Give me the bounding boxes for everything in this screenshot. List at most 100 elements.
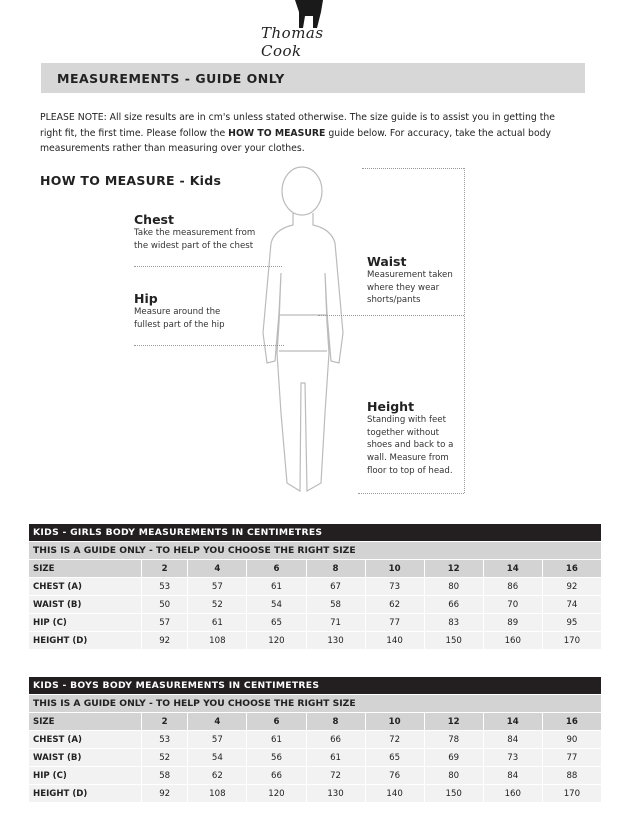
table-cell: 54 xyxy=(246,595,307,614)
table-cell: 76 xyxy=(364,766,425,785)
table-cell: 84 xyxy=(482,766,543,785)
table-cell: 66 xyxy=(305,730,366,749)
table-cell: 67 xyxy=(305,577,366,596)
note-bold: HOW TO MEASURE xyxy=(228,127,326,139)
table-cell: 80 xyxy=(423,577,484,596)
table-cell: 69 xyxy=(423,748,484,767)
table-cell: 108 xyxy=(187,784,248,803)
table-cell: 8 xyxy=(305,559,366,578)
table-cell: 89 xyxy=(482,613,543,632)
page-title-bar: MEASUREMENTS - GUIDE ONLY xyxy=(41,63,585,93)
table-title: KIDS - BOYS BODY MEASUREMENTS IN CENTIME… xyxy=(28,676,602,695)
table-cell: 95 xyxy=(541,613,603,632)
table-cell: 150 xyxy=(423,784,484,803)
row-label: HIP (C) xyxy=(28,766,142,785)
waist-line xyxy=(318,315,464,316)
table-cell: 53 xyxy=(140,730,189,749)
table-row: WAIST (B) 50 52 54 58 62 66 70 74 xyxy=(28,595,603,614)
table-cell: 2 xyxy=(140,559,189,578)
table-cell: 57 xyxy=(187,577,248,596)
row-label: HIP (C) xyxy=(28,613,142,632)
table-cell: 74 xyxy=(541,595,603,614)
table-cell: 57 xyxy=(187,730,248,749)
table-cell: 88 xyxy=(541,766,603,785)
table-subtitle-row: THIS IS A GUIDE ONLY - TO HELP YOU CHOOS… xyxy=(28,694,602,713)
height-guide: Height Standing with feet together withou… xyxy=(367,399,462,478)
table-subtitle: THIS IS A GUIDE ONLY - TO HELP YOU CHOOS… xyxy=(28,694,602,713)
table-cell: 62 xyxy=(364,595,425,614)
table-subtitle: THIS IS A GUIDE ONLY - TO HELP YOU CHOOS… xyxy=(28,541,602,560)
table-row: SIZE 2 4 6 8 10 12 14 16 xyxy=(28,559,603,578)
table-cell: 73 xyxy=(482,748,543,767)
table-cell: 92 xyxy=(140,631,189,650)
table-cell: 120 xyxy=(246,784,307,803)
table-cell: 160 xyxy=(482,631,543,650)
table-cell: 72 xyxy=(364,730,425,749)
waist-guide: Waist Measurement taken where they wear s… xyxy=(367,254,462,307)
row-label: HEIGHT (D) xyxy=(28,784,142,803)
table-cell: 120 xyxy=(246,631,307,650)
table-title: KIDS - GIRLS BODY MEASUREMENTS IN CENTIM… xyxy=(28,523,602,542)
please-note: PLEASE NOTE: All size results are in cm'… xyxy=(40,110,570,157)
row-label: WAIST (B) xyxy=(28,595,142,614)
row-label: HEIGHT (D) xyxy=(28,631,142,650)
table-cell: 66 xyxy=(423,595,484,614)
table-cell: 90 xyxy=(541,730,603,749)
table-cell: 16 xyxy=(541,559,603,578)
table-row: HEIGHT (D) 92 108 120 130 140 150 160 170 xyxy=(28,784,603,803)
chest-desc: Take the measurement from the widest par… xyxy=(134,228,256,251)
table-title-row: KIDS - BOYS BODY MEASUREMENTS IN CENTIME… xyxy=(28,676,602,695)
table-row: CHEST (A) 53 57 61 66 72 78 84 90 xyxy=(28,730,603,749)
height-bottom-line xyxy=(358,493,464,494)
table-cell: 83 xyxy=(423,613,484,632)
table-cell: 80 xyxy=(423,766,484,785)
table-cell: 92 xyxy=(140,784,189,803)
row-label: CHEST (A) xyxy=(28,730,142,749)
table-cell: 61 xyxy=(187,613,248,632)
table-cell: 58 xyxy=(305,595,366,614)
table-cell: 108 xyxy=(187,631,248,650)
table-cell: 71 xyxy=(305,613,366,632)
table-cell: 58 xyxy=(140,766,189,785)
waist-desc: Measurement taken where they wear shorts… xyxy=(367,270,453,306)
table-cell: 61 xyxy=(246,730,307,749)
height-guide-line xyxy=(464,168,465,493)
table-row: HEIGHT (D) 92 108 120 130 140 150 160 170 xyxy=(28,631,603,650)
table-cell: 92 xyxy=(541,577,603,596)
table-cell: 50 xyxy=(140,595,189,614)
table-row: HIP (C) 57 61 65 71 77 83 89 95 xyxy=(28,613,603,632)
table-cell: 86 xyxy=(482,577,543,596)
table-cell: 130 xyxy=(305,784,366,803)
table-cell: 78 xyxy=(423,730,484,749)
table-cell: 52 xyxy=(187,595,248,614)
chest-guide: Chest Take the measurement from the wides… xyxy=(134,212,269,252)
table-cell: 14 xyxy=(482,712,543,731)
table-cell: 160 xyxy=(482,784,543,803)
table-row: WAIST (B) 52 54 56 61 65 69 73 77 xyxy=(28,748,603,767)
table-cell: 70 xyxy=(482,595,543,614)
table-cell: 140 xyxy=(364,631,425,650)
table-cell: 10 xyxy=(364,712,425,731)
table-cell: 12 xyxy=(423,559,484,578)
hip-guide: Hip Measure around the fullest part of th… xyxy=(134,291,244,331)
hip-line xyxy=(134,345,284,346)
height-title: Height xyxy=(367,399,415,414)
table-cell: 77 xyxy=(364,613,425,632)
height-top-line xyxy=(362,168,464,169)
table-cell: 4 xyxy=(187,712,248,731)
table-cell: 65 xyxy=(364,748,425,767)
table-cell: 170 xyxy=(541,784,603,803)
horse-icon xyxy=(295,0,323,28)
row-label: SIZE xyxy=(28,559,142,578)
table-cell: 140 xyxy=(364,784,425,803)
table-cell: 150 xyxy=(423,631,484,650)
table-cell: 56 xyxy=(246,748,307,767)
table-cell: 2 xyxy=(140,712,189,731)
boys-measurements-table: KIDS - BOYS BODY MEASUREMENTS IN CENTIME… xyxy=(28,676,603,803)
table-cell: 6 xyxy=(246,559,307,578)
table-cell: 61 xyxy=(305,748,366,767)
row-label: WAIST (B) xyxy=(28,748,142,767)
table-cell: 8 xyxy=(305,712,366,731)
height-desc: Standing with feet together without shoe… xyxy=(367,415,454,476)
hip-desc: Measure around the fullest part of the h… xyxy=(134,307,225,330)
